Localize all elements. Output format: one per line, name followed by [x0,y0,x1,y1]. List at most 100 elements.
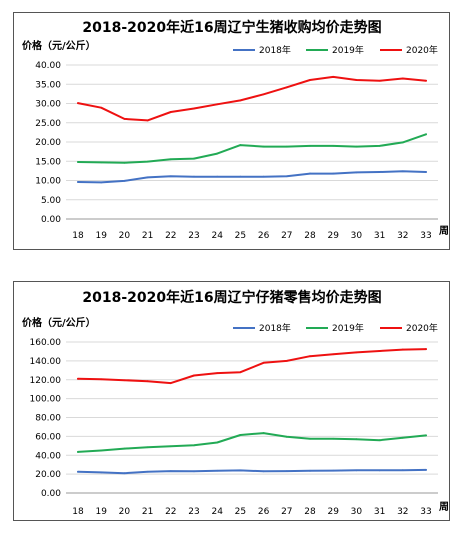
data-point [100,449,103,452]
data-point [216,469,219,472]
data-point [332,76,335,78]
x-tick-label: 21 [142,231,153,241]
chart-title: 2018-2020年近16周辽宁仔猪零售均价走势图 [82,289,381,306]
piglet-retail-price-chart: 2018-2020年近16周辽宁仔猪零售均价走势图价格（元/公斤） 2018年 20… [13,281,450,521]
x-tick-label: 29 [327,507,339,517]
data-point [262,432,265,434]
data-point [193,157,195,160]
pig-purchase-price-chart: 2018-2020年近16周辽宁生猪收购均价走势图 价格（元/公斤） 2018年 20… [13,12,450,250]
data-point [216,372,219,375]
data-point [332,437,335,440]
data-point [332,469,335,472]
x-tick-label: 28 [304,231,316,241]
data-point [285,175,288,178]
data-point [146,380,149,383]
x-tick-label: 21 [142,507,153,517]
data-point [355,438,358,441]
data-point [355,171,358,174]
x-tick-label: 20 [119,231,131,241]
data-point [146,160,149,163]
data-point [332,353,335,356]
y-tick-label: 5.00 [41,196,61,206]
data-point [309,144,311,147]
data-point [262,93,265,96]
data-point [425,171,427,173]
data-point [355,79,358,81]
data-point [169,158,172,161]
data-point [169,470,172,473]
legend-label: 2020年 [406,44,438,56]
data-point [239,144,242,146]
y-tick-label: 40.00 [35,451,61,461]
x-tick-label: 20 [119,507,131,517]
y-tick-label: 0.00 [41,215,61,225]
data-point [123,179,126,182]
data-point [378,469,381,472]
data-point [77,451,79,453]
data-point [169,175,172,178]
data-point [239,469,242,472]
y-tick-label: 25.00 [35,119,61,129]
data-point [355,351,358,354]
x-tick-label: 23 [188,507,199,517]
x-tick-label: 22 [165,231,176,241]
data-point [216,103,219,106]
y-tick-label: 10.00 [35,177,61,187]
data-point [239,175,242,178]
data-point [123,379,126,382]
y-tick-label: 40.00 [35,61,61,71]
data-point [401,77,404,80]
data-point [146,176,149,179]
x-tick-label: 30 [351,507,363,517]
x-tick-label: 27 [281,507,292,517]
y-tick-label: 30.00 [35,100,61,110]
data-point [216,175,219,178]
x-tick-label: 31 [374,231,385,241]
data-point [193,374,195,377]
x-tick-label: 31 [374,507,385,517]
data-point [425,348,427,350]
legend-label: 2019年 [332,322,364,334]
data-point [239,371,242,374]
data-point [169,111,172,113]
data-point [332,144,335,147]
data-point [355,145,358,148]
y-tick-label: 160.00 [30,338,62,348]
data-point [193,444,195,447]
data-point [309,79,311,81]
data-point [169,445,172,448]
data-point [401,141,404,144]
data-point [262,145,265,148]
data-point [77,181,79,183]
data-point [100,378,103,381]
data-point [100,471,103,474]
data-point [146,119,149,122]
data-point [146,446,149,449]
x-tick-label: 18 [72,507,84,517]
data-point [239,99,242,102]
y-axis-label: 价格（元/公斤） [22,316,96,329]
data-point [77,377,79,380]
data-point [285,145,288,148]
data-point [193,107,195,110]
x-tick-label: 33 [420,507,431,517]
data-point [401,436,404,439]
data-point [193,470,195,473]
x-tick-label: 25 [235,507,246,517]
data-point [146,470,149,473]
series-line-2019年 [77,133,427,164]
data-point [77,470,79,473]
data-point [285,359,288,362]
x-tick-label: 32 [397,507,408,517]
data-point [309,355,311,358]
data-point [355,469,358,472]
legend-label: 2018年 [259,322,291,334]
data-point [378,350,381,352]
series-line-2018年 [77,468,427,475]
data-point [239,434,242,436]
x-tick-label: 29 [327,231,339,241]
x-tick-label: 28 [304,507,316,517]
x-tick-label: 32 [397,231,408,241]
data-point [401,469,404,472]
